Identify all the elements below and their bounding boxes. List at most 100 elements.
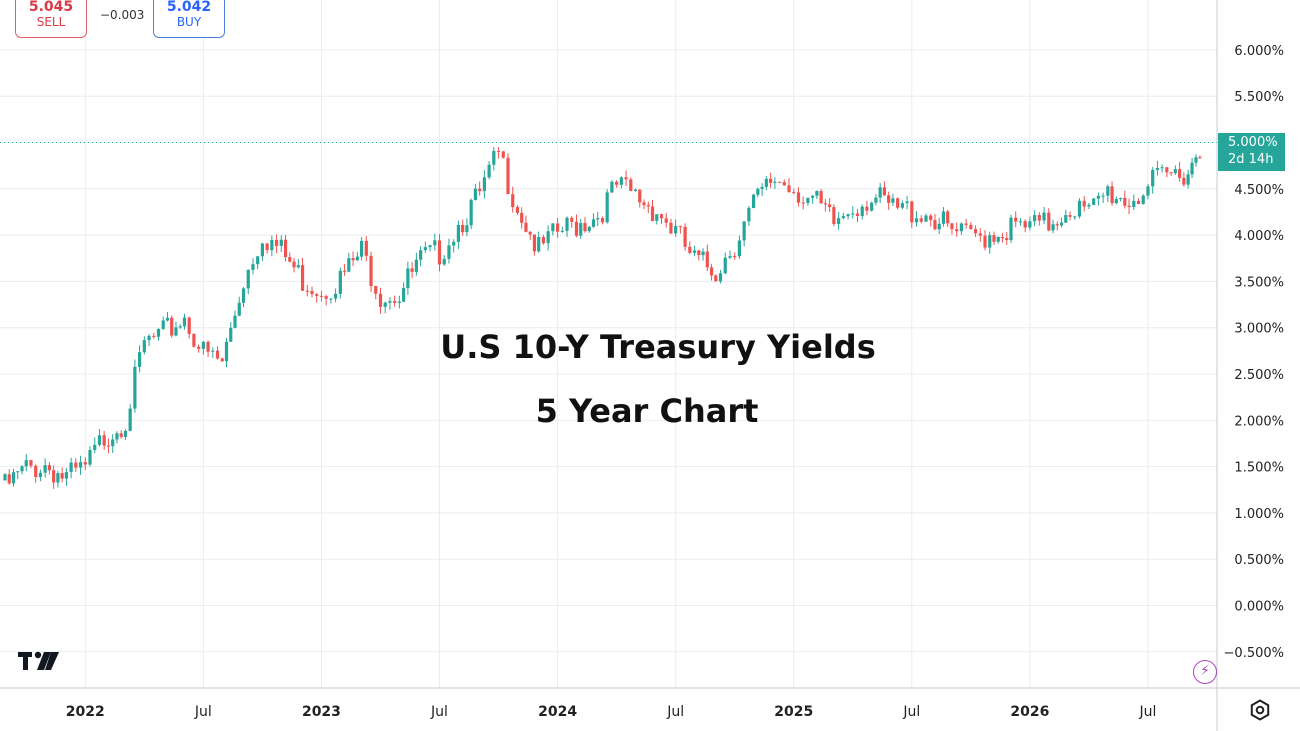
candle-body bbox=[619, 177, 623, 185]
candle-body bbox=[501, 151, 505, 158]
candle-body bbox=[274, 239, 279, 246]
candle-body bbox=[1198, 157, 1202, 159]
candle-body bbox=[1018, 221, 1023, 223]
candle-body bbox=[237, 302, 241, 316]
lightning-icon[interactable]: ⚡ bbox=[1193, 660, 1217, 684]
candle-body bbox=[882, 187, 887, 196]
candle-body bbox=[74, 462, 78, 468]
sell-button[interactable]: 5.045 SELL bbox=[15, 0, 87, 38]
candle-body bbox=[1014, 217, 1018, 222]
candle-body bbox=[56, 473, 60, 483]
candle-body bbox=[756, 188, 760, 195]
candle-body bbox=[823, 203, 827, 205]
chart-title: U.S 10-Y Treasury Yields bbox=[440, 328, 876, 366]
candle-body bbox=[787, 185, 791, 193]
candle-body bbox=[1082, 200, 1086, 207]
candle-body bbox=[718, 273, 723, 282]
x-tick-label: Jul bbox=[1139, 704, 1157, 720]
settings-gear-icon[interactable] bbox=[1249, 699, 1271, 721]
candle-body bbox=[583, 223, 587, 232]
candle-body bbox=[524, 222, 528, 232]
candle-body bbox=[1182, 177, 1186, 185]
candle-body bbox=[469, 199, 473, 226]
candle-body bbox=[1194, 157, 1198, 163]
candle-body bbox=[355, 256, 359, 261]
candle-body bbox=[841, 216, 845, 219]
candle-body bbox=[1114, 199, 1118, 204]
candle-body bbox=[941, 211, 946, 224]
candle-body bbox=[378, 293, 383, 307]
candle-body bbox=[300, 265, 305, 291]
candle-body bbox=[896, 198, 900, 208]
candle-body bbox=[1068, 215, 1072, 217]
candle-body bbox=[659, 214, 664, 219]
candle-body bbox=[591, 219, 596, 227]
candle-body bbox=[201, 341, 205, 349]
candle-body bbox=[605, 192, 609, 223]
candle-body bbox=[1118, 197, 1123, 200]
candle-body bbox=[929, 215, 933, 221]
candle-body bbox=[1151, 170, 1155, 187]
candle-body bbox=[1023, 221, 1027, 228]
candle-body bbox=[515, 207, 520, 213]
candle-body bbox=[837, 218, 841, 224]
candle-body bbox=[270, 239, 274, 251]
candle-body bbox=[511, 194, 515, 208]
candle-body bbox=[482, 177, 486, 192]
y-tick-label: 3.000% bbox=[1234, 322, 1284, 337]
candle-body bbox=[1132, 200, 1136, 208]
candle-body bbox=[650, 206, 655, 221]
candle-body bbox=[1136, 200, 1141, 204]
tradingview-logo-icon[interactable] bbox=[18, 650, 60, 672]
candle-body bbox=[147, 335, 151, 341]
candle-body bbox=[374, 286, 378, 294]
candle-body bbox=[492, 150, 496, 165]
candle-body bbox=[3, 474, 7, 481]
candle-body bbox=[946, 211, 950, 224]
candle-body bbox=[600, 218, 605, 223]
candle-body bbox=[410, 268, 414, 272]
y-tick-label: 1.500% bbox=[1234, 461, 1284, 476]
candle-body bbox=[342, 270, 347, 272]
candle-body bbox=[988, 235, 992, 248]
candle-body bbox=[97, 435, 102, 445]
candle-body bbox=[674, 226, 678, 234]
candle-body bbox=[397, 301, 401, 303]
y-tick-label: 3.500% bbox=[1234, 275, 1284, 290]
candle-body bbox=[1055, 224, 1059, 226]
y-tick-label: 0.500% bbox=[1234, 553, 1284, 568]
candle-body bbox=[260, 243, 265, 257]
candle-body bbox=[733, 256, 737, 258]
candle-body bbox=[496, 150, 501, 152]
candle-body bbox=[329, 298, 333, 300]
candle-body bbox=[1028, 221, 1032, 228]
x-tick-label: 2026 bbox=[1010, 704, 1049, 720]
candle-body bbox=[933, 220, 937, 230]
candle-body bbox=[161, 320, 165, 329]
y-tick-label: 4.500% bbox=[1234, 183, 1284, 198]
candle-body bbox=[1186, 174, 1190, 185]
candle-body bbox=[851, 213, 855, 215]
candle-body bbox=[465, 225, 469, 233]
candle-body bbox=[996, 236, 1000, 242]
candle-body bbox=[64, 472, 68, 479]
candle-body bbox=[610, 181, 614, 193]
candle-body bbox=[914, 218, 919, 223]
candle-body bbox=[579, 223, 583, 236]
candle-body bbox=[969, 224, 973, 230]
candle-body bbox=[624, 177, 628, 180]
candle-body bbox=[615, 181, 619, 185]
candle-body bbox=[709, 267, 714, 276]
x-tick-label: Jul bbox=[902, 704, 920, 720]
x-axis-ticks: 2022 Jul 2023 Jul 2024 Jul 2025 Jul 2026 Jul bbox=[66, 704, 1157, 720]
candle-body bbox=[701, 251, 705, 256]
candle-body bbox=[211, 350, 215, 352]
candle-body bbox=[414, 259, 418, 272]
buy-button[interactable]: 5.042 BUY bbox=[153, 0, 225, 38]
x-tick-label: 2025 bbox=[774, 704, 813, 720]
candle-body bbox=[265, 243, 269, 251]
candle-body bbox=[246, 269, 250, 289]
candle-body bbox=[319, 295, 324, 297]
candle-body bbox=[447, 245, 451, 259]
